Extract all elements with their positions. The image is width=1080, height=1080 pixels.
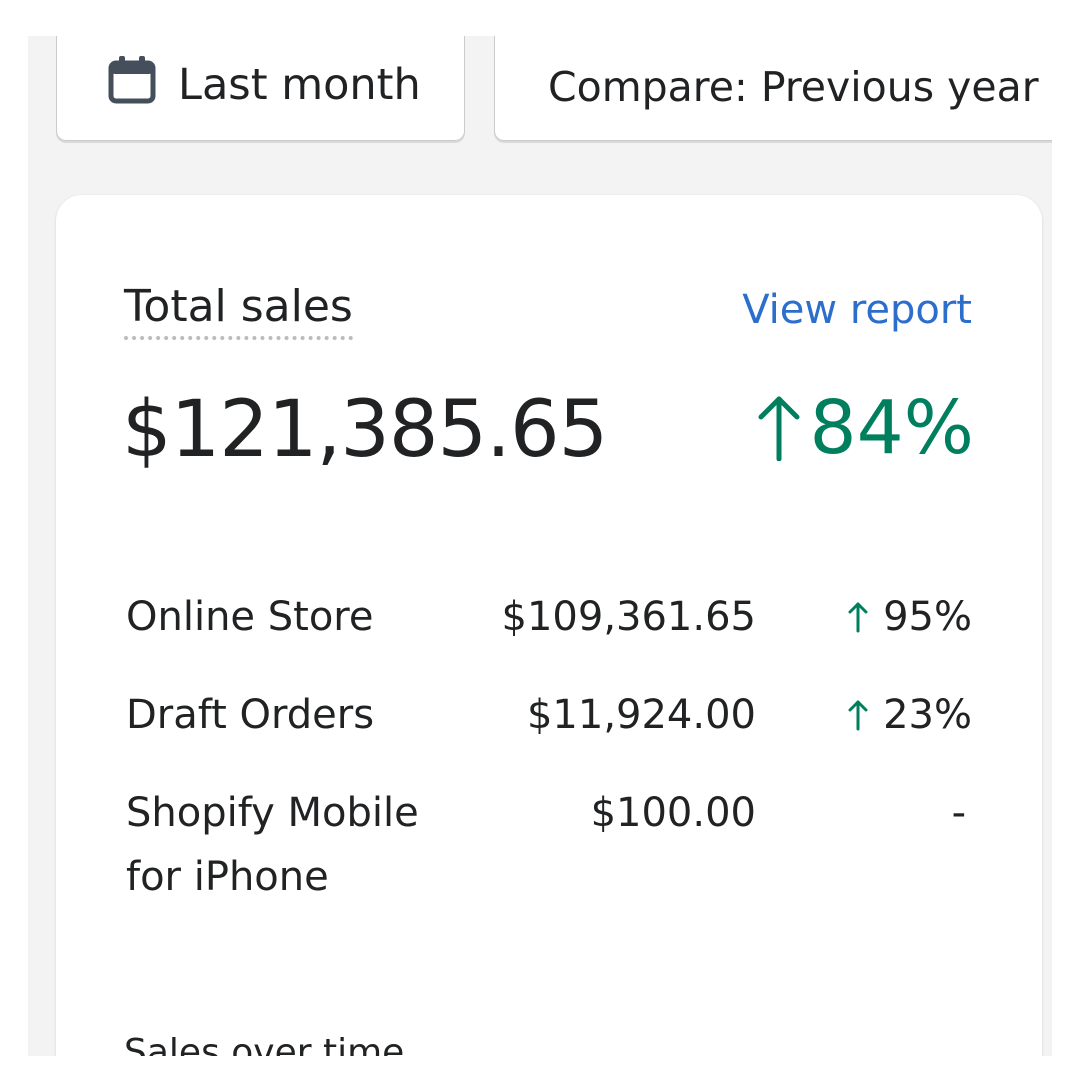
app-surface: Last month Compare: Previous year Total …: [28, 36, 1052, 1056]
view-report-link[interactable]: View report: [742, 287, 972, 333]
channel-change: 23%: [847, 683, 972, 747]
compare-label: Compare: Previous year: [548, 63, 1039, 111]
channel-name: Online Store: [126, 594, 374, 640]
date-range-label: Last month: [178, 60, 421, 110]
total-sales-card: Total sales View report $121,385.65 84% …: [56, 195, 1042, 1056]
channel-change: -: [952, 781, 966, 845]
channel-amount: $109,361.65: [501, 594, 756, 640]
arrow-up-icon: [848, 700, 868, 731]
channel-name: Draft Orders: [126, 692, 375, 738]
channel-amount: $11,924.00: [526, 692, 756, 738]
arrow-up-icon: [848, 602, 868, 633]
channel-amount: $100.00: [590, 790, 756, 836]
total-sales-amount: $121,385.65: [122, 385, 608, 475]
channel-name: Shopify Mobile for iPhone: [126, 790, 419, 900]
total-sales-change: 84%: [756, 381, 974, 475]
total-change-value: 84%: [809, 385, 974, 471]
channel-change: 95%: [847, 585, 972, 649]
sales-over-time-title[interactable]: Sales over time: [124, 1031, 404, 1056]
channel-change-value: -: [951, 790, 966, 836]
channel-change-value: 23%: [883, 692, 972, 738]
date-range-button[interactable]: Last month: [56, 36, 465, 141]
channel-change-value: 95%: [883, 594, 972, 640]
card-title[interactable]: Total sales: [124, 281, 353, 340]
calendar-icon: [108, 56, 156, 104]
arrow-up-icon: [758, 396, 800, 461]
compare-button[interactable]: Compare: Previous year: [494, 36, 1052, 141]
